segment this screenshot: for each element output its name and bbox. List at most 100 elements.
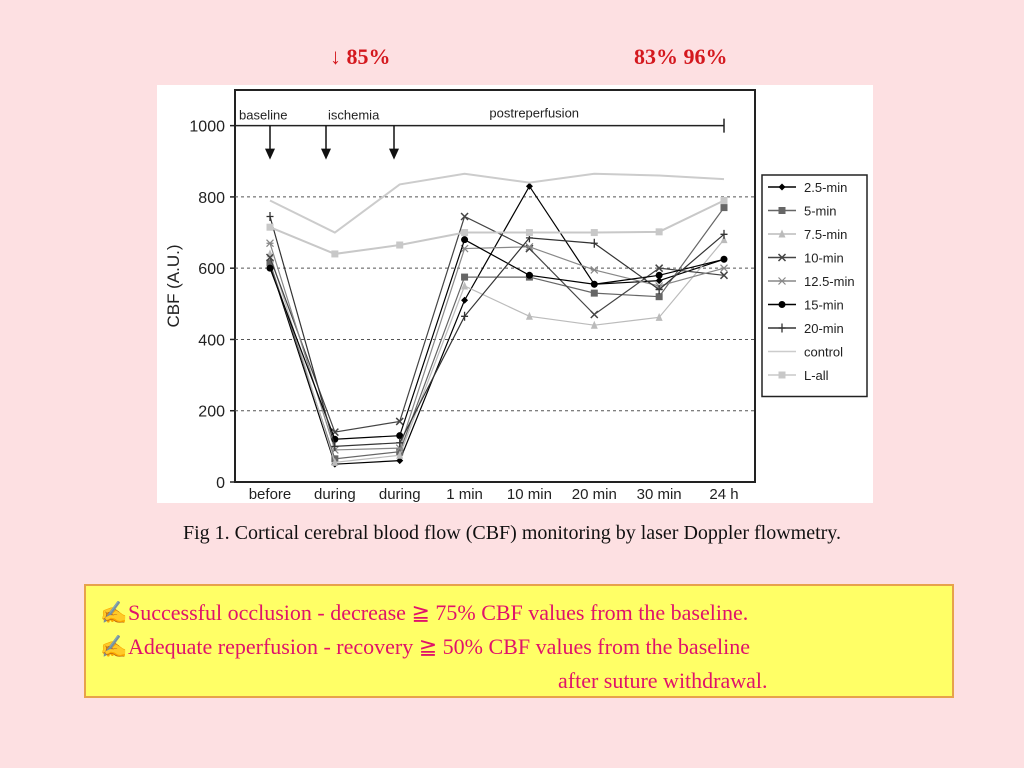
x-tick-label: 30 min [637, 486, 682, 503]
legend-label-l-all: L-all [804, 368, 829, 383]
data-point-l-all [331, 250, 339, 258]
legend-label-5-min: 5-min [804, 204, 837, 219]
data-point-20-min [461, 311, 469, 321]
legend-marker-l-all [778, 371, 786, 379]
cbf-chart-svg: 0 200 400 600 800 1000 CBF (A.U.) before during d… [164, 89, 868, 503]
series-line-20-min [269, 216, 725, 447]
data-point-l-all [655, 228, 663, 236]
criteria-reperfusion-text: Adequate reperfusion - recovery ≧ 50% CB… [128, 634, 751, 659]
data-point-15-min [720, 255, 728, 263]
y-tick-label: 400 [198, 332, 225, 349]
data-point-7-5-min [720, 235, 728, 244]
x-tick-label: during [314, 486, 356, 503]
data-point-12-5-min [395, 444, 404, 453]
x-tick-label: 10 min [507, 486, 552, 503]
criteria-reperfusion: ✍Adequate reperfusion - recovery ≧ 50% C… [100, 630, 952, 664]
data-point-l-all [266, 223, 274, 231]
legend-marker-20-min [778, 323, 786, 333]
x-tick-label: during [379, 486, 421, 503]
headline-reduction: ↓ 85% [330, 44, 391, 69]
writing-hand-icon: ✍ [100, 600, 128, 625]
phase-arrow-head [389, 148, 399, 160]
figure-caption: Fig 1. Cortical cerebral blood flow (CBF… [182, 522, 842, 544]
data-point-15-min [525, 271, 533, 279]
legend-marker-7-5-min [778, 229, 786, 238]
series-line-12-5-min [269, 243, 725, 451]
data-point-l-all [396, 241, 404, 249]
data-point-15-min [655, 271, 663, 279]
data-point-20-min [396, 438, 404, 448]
data-point-10-min [460, 212, 469, 221]
data-point-20-min [590, 238, 598, 248]
y-tick-label: 1000 [189, 119, 225, 136]
legend-label-10-min: 10-min [804, 251, 844, 266]
data-point-l-all [525, 229, 533, 237]
series-line-l-all [269, 199, 725, 255]
phase-label-baseline: baseline [239, 108, 287, 123]
criteria-reperfusion-continued: after suture withdrawal. [558, 668, 768, 693]
data-point-2-5-min [461, 296, 469, 304]
x-tick-label: 20 min [572, 486, 617, 503]
legend-marker-10-min [777, 253, 787, 262]
criteria-occlusion: ✍Successful occlusion - decrease ≧ 75% C… [100, 596, 952, 630]
data-point-7-5-min [590, 320, 598, 329]
data-point-7-5-min [331, 457, 339, 466]
x-tick-label: 24 h [709, 486, 738, 503]
data-point-15-min [396, 432, 404, 440]
data-point-l-all [590, 229, 598, 237]
legend-marker-12-5-min [778, 277, 786, 285]
data-point-2-5-min [396, 457, 404, 465]
y-tick-label: 0 [216, 475, 225, 492]
legend-label-2-5-min: 2.5-min [804, 180, 847, 195]
series-line-15-min [269, 238, 725, 440]
legend-label-7-5-min: 7.5-min [804, 227, 847, 242]
data-point-12-5-min [525, 242, 534, 251]
headline-recovery: 83% 96% [634, 44, 728, 69]
legend-label-20-min: 20-min [804, 321, 844, 336]
phase-arrow-head [321, 148, 331, 160]
x-tick-label: before [249, 486, 292, 503]
data-point-10-min [395, 417, 404, 426]
criteria-box: ✍Successful occlusion - decrease ≧ 75% C… [84, 584, 954, 698]
legend-label-15-min: 15-min [804, 298, 844, 313]
y-tick-label: 600 [198, 261, 225, 278]
data-point-7-5-min [396, 450, 404, 459]
series-line-7-5-min [269, 239, 725, 464]
legend-label-control: control [804, 345, 843, 360]
data-point-5-min [720, 204, 728, 212]
data-point-7-5-min [655, 312, 663, 321]
phase-label-ischemia: ischemia [328, 108, 380, 123]
data-point-2-5-min [525, 182, 533, 190]
plot-frame [234, 89, 756, 483]
data-point-5-min [266, 259, 274, 267]
data-point-5-min [461, 273, 469, 281]
data-point-15-min [266, 264, 274, 272]
data-point-l-all [720, 196, 728, 204]
y-tick-label: 200 [198, 404, 225, 421]
legend-marker-2-5-min [778, 183, 786, 191]
y-axis-label: CBF (A.U.) [164, 244, 183, 327]
data-point-20-min [331, 441, 339, 451]
writing-hand-icon: ✍ [100, 634, 128, 659]
legend-label-12-5-min: 12.5-min [804, 274, 855, 289]
data-point-10-min [655, 264, 664, 273]
x-tick-label: 1 min [446, 486, 483, 503]
series-line-control [269, 172, 725, 234]
data-point-5-min [590, 289, 598, 297]
data-point-7-5-min [525, 311, 533, 320]
phase-arrow-head [265, 148, 275, 160]
data-point-12-5-min [720, 264, 728, 273]
data-point-20-min [720, 229, 728, 239]
data-point-10-min [265, 253, 275, 262]
series-line-10-min [269, 215, 725, 433]
data-point-12-5-min [266, 239, 274, 248]
phase-label-postreperfusion: postreperfusion [489, 106, 579, 121]
criteria-occlusion-text: Successful occlusion - decrease ≧ 75% CB… [128, 600, 749, 625]
data-point-10-min [719, 271, 729, 280]
data-point-7-5-min [461, 281, 469, 290]
y-tick-label: 800 [198, 190, 225, 207]
data-point-20-min [266, 212, 274, 222]
series-line-5-min [269, 207, 725, 460]
data-point-l-all [461, 229, 469, 237]
data-point-15-min [461, 236, 469, 244]
